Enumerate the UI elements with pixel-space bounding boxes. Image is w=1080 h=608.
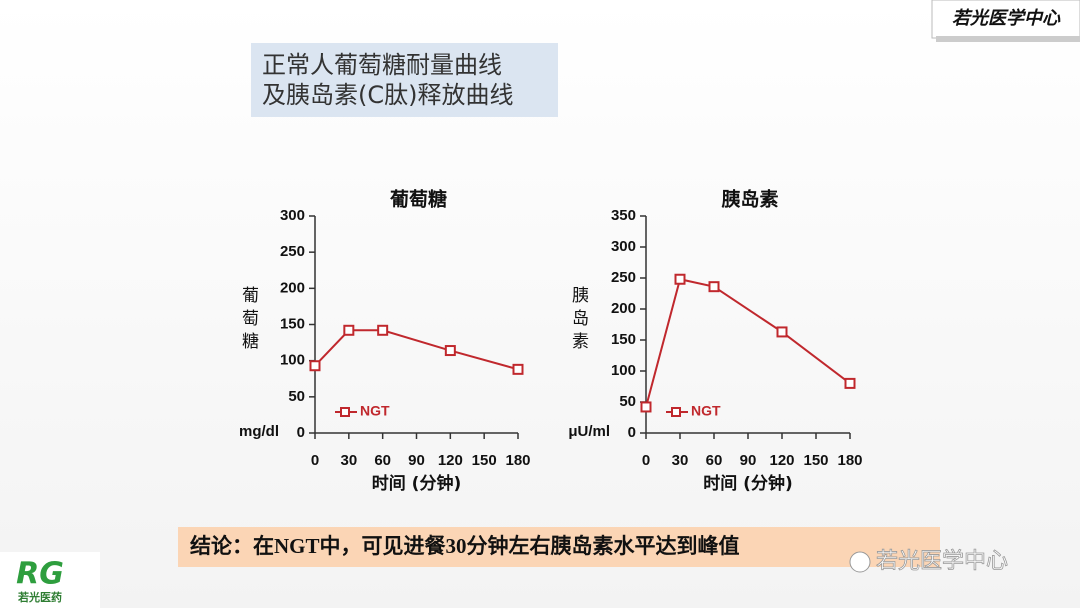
x-tick-label: 180 xyxy=(505,452,530,469)
y-tick-label: 100 xyxy=(280,352,305,369)
x-tick-label: 60 xyxy=(374,452,391,469)
y-axis-label: 胰岛素 xyxy=(568,286,589,355)
y-tick-label: 50 xyxy=(288,388,305,405)
y-tick-label: 0 xyxy=(297,424,305,441)
y-tick-label: 100 xyxy=(611,362,636,379)
y-tick-label: 250 xyxy=(611,269,636,286)
data-point xyxy=(776,326,788,338)
x-axis-label: 时间 (分钟) xyxy=(703,473,792,494)
x-tick-label: 180 xyxy=(837,452,862,469)
y-tick-label: 300 xyxy=(280,207,305,224)
data-point xyxy=(640,401,652,413)
y-tick-label: 0 xyxy=(628,424,636,441)
x-tick-label: 60 xyxy=(706,452,723,469)
y-tick-label: 150 xyxy=(611,331,636,348)
data-point xyxy=(708,281,720,293)
chart-title: 葡萄糖 xyxy=(390,188,447,211)
conclusion-box xyxy=(178,527,940,567)
legend-label: NGT xyxy=(360,403,390,419)
brand-mark: RG xyxy=(16,557,64,592)
logo-shadow xyxy=(936,36,1080,42)
logo-box xyxy=(931,0,1080,39)
data-point xyxy=(343,324,355,336)
slide-title: 及胰岛素(C肽)释放曲线 xyxy=(262,81,513,109)
x-tick-label: 150 xyxy=(803,452,828,469)
logo: 若光医学中心 xyxy=(952,8,1061,29)
data-point xyxy=(444,345,456,357)
title-box xyxy=(251,43,558,117)
y-tick-label: 250 xyxy=(280,243,305,260)
chart-title: 胰岛素 xyxy=(720,188,778,211)
y-tick-label: 350 xyxy=(611,207,636,224)
x-tick-label: 90 xyxy=(408,452,425,469)
y-tick-label: 150 xyxy=(280,315,305,332)
legend-marker xyxy=(671,407,681,417)
data-point xyxy=(309,360,321,372)
x-tick-label: 90 xyxy=(740,452,757,469)
y-tick-label: 300 xyxy=(611,238,636,255)
x-tick-label: 30 xyxy=(340,452,357,469)
data-point xyxy=(844,377,856,389)
data-point xyxy=(512,363,524,375)
y-tick-label: 50 xyxy=(619,393,636,410)
x-tick-label: 120 xyxy=(438,452,463,469)
x-tick-label: 0 xyxy=(642,452,650,469)
data-point xyxy=(377,324,389,336)
watermark-icon xyxy=(849,551,871,573)
brand-box xyxy=(0,552,100,608)
conclusion: 结论：在NGT中，可见进餐30分钟左右胰岛素水平达到峰值 xyxy=(190,534,740,558)
y-tick-label: 200 xyxy=(280,279,305,296)
x-tick-label: 150 xyxy=(472,452,497,469)
brand: 若光医药 xyxy=(18,590,62,604)
y-tick-label: 200 xyxy=(611,300,636,317)
y-unit: μU/ml xyxy=(568,423,610,440)
x-tick-label: 0 xyxy=(311,452,319,469)
slide-title: 正常人葡萄糖耐量曲线 xyxy=(262,51,502,79)
watermark: 若光医学中心 xyxy=(876,549,1008,574)
legend-label: NGT xyxy=(691,403,721,419)
data-point xyxy=(674,273,686,285)
y-axis-label: 葡萄糖 xyxy=(238,286,259,355)
y-unit: mg/dl xyxy=(239,423,279,440)
x-tick-label: 30 xyxy=(672,452,689,469)
x-axis-label: 时间 (分钟) xyxy=(372,473,461,494)
legend-marker xyxy=(340,407,350,417)
x-tick-label: 120 xyxy=(769,452,794,469)
